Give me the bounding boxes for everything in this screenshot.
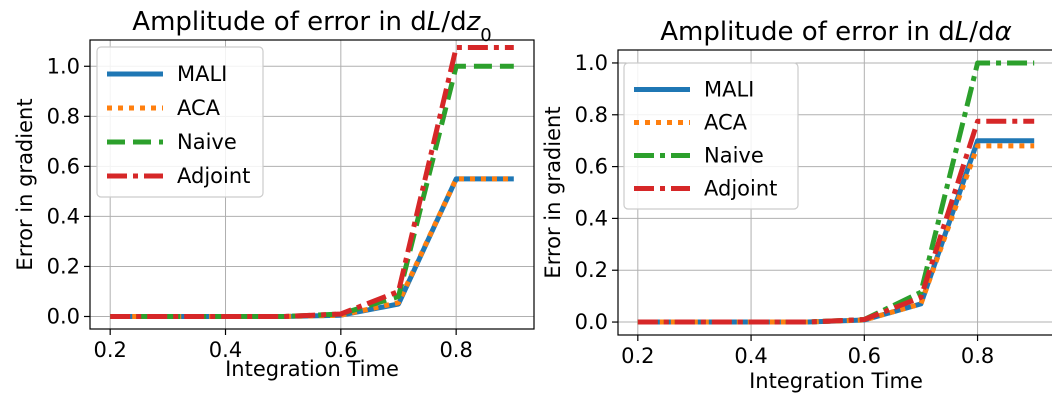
chart-2: 0.2 0.4 0.6 0.8 0.0 0.2 0.4 0.6 0.8 1.0 Integratio… xyxy=(541,17,1052,393)
plot-frame xyxy=(617,49,1052,336)
legend-label-adjoint: Adjoint xyxy=(177,164,250,188)
series-line-adjoint xyxy=(637,118,1035,325)
x-tick-label: 0.8 xyxy=(439,338,472,362)
legend-box xyxy=(96,46,264,198)
legend-label-naive: Naive xyxy=(704,144,764,168)
legend: MALI ACA Naive Adjoint xyxy=(623,62,799,210)
y-tick-label: 0.0 xyxy=(47,304,80,328)
x-tick-label: 0.2 xyxy=(93,338,126,362)
y-tick-label: 0.0 xyxy=(575,310,608,334)
legend: MALI ACA Naive Adjoint xyxy=(96,46,264,198)
y-tick-label: 0.4 xyxy=(575,206,608,230)
x-tick-label: 0.4 xyxy=(734,344,767,368)
chart-title: Amplitude of error in dL/dz0 xyxy=(132,7,491,46)
y-tick-label: 0.8 xyxy=(575,103,608,127)
y-tick-label: 0.6 xyxy=(575,155,608,179)
series-line-adjoint xyxy=(110,45,514,319)
legend-label-naive: Naive xyxy=(177,130,237,154)
y-tick-label: 0.4 xyxy=(47,204,80,228)
x-tick-label: 0.2 xyxy=(621,344,654,368)
legend-label-mali: MALI xyxy=(704,78,754,102)
y-tick-label: 0.8 xyxy=(47,104,80,128)
y-tick-label: 1.0 xyxy=(47,54,80,78)
legend-label-mali: MALI xyxy=(177,62,227,86)
series-line-mali xyxy=(110,176,514,319)
x-tick-label: 0.4 xyxy=(209,338,242,362)
chart-1: 0.2 0.4 0.6 0.8 0.0 0.2 0.4 0.6 0.8 1.0 Integratio… xyxy=(13,7,535,381)
y-tick-label: 0.2 xyxy=(575,258,608,282)
y-tick-label: 1.0 xyxy=(575,51,608,75)
x-axis-label: Integration Time xyxy=(225,357,399,381)
series-line-aca xyxy=(110,176,514,319)
chart-title: Amplitude of error in dL/dα xyxy=(660,17,1011,47)
y-tick-label: 0.6 xyxy=(47,154,80,178)
legend-label-aca: ACA xyxy=(704,111,748,135)
legend-label-adjoint: Adjoint xyxy=(704,177,777,201)
legend-label-aca: ACA xyxy=(177,96,221,120)
x-axis-label: Integration Time xyxy=(749,369,923,393)
plot-frame xyxy=(89,39,535,330)
legend-box xyxy=(623,62,799,210)
x-tick-label: 0.8 xyxy=(961,344,994,368)
x-tick-label: 0.6 xyxy=(848,344,881,368)
y-tick-label: 0.2 xyxy=(47,254,80,278)
y-axis-label: Error in gradient xyxy=(541,106,565,278)
y-axis-label: Error in gradient xyxy=(13,98,37,270)
x-tick-label: 0.6 xyxy=(324,338,357,362)
